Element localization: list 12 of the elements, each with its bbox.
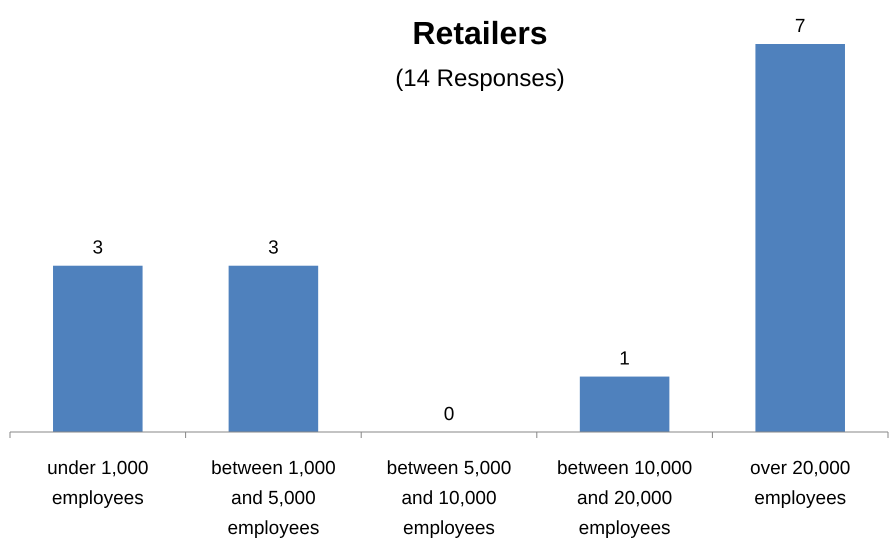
x-tick-label: between 5,000 and 10,000 employees — [386, 458, 512, 539]
text: (14 Responses) — [395, 65, 565, 92]
chart-title: Retailers — [412, 15, 548, 51]
data-label: 3 — [92, 238, 104, 259]
data-label: 7 — [794, 16, 806, 37]
x-tick-label: over 20,000 employees — [750, 458, 850, 509]
x-tick-label: between 1,000 and 5,000 employees — [211, 458, 336, 539]
x-tick-label: between 10,000 and 20,000 employees — [556, 458, 692, 539]
data-label: 0 — [444, 404, 454, 425]
x-tick-label: under 1,000 employees — [47, 458, 149, 509]
data-label: 1 — [619, 348, 630, 370]
data-label: 3 — [268, 238, 279, 259]
